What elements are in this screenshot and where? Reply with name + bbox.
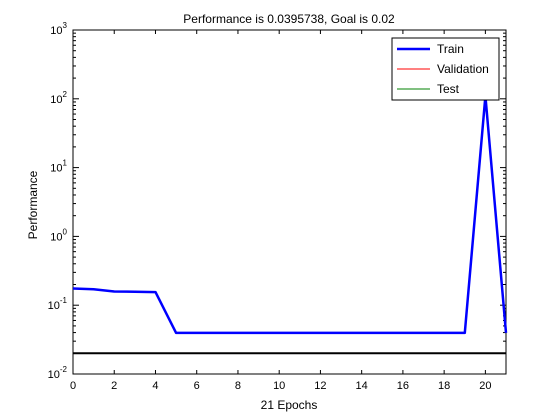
series-line-train	[72, 94, 508, 335]
x-tick-label: 20	[479, 380, 491, 392]
legend-label-validation: Validation	[437, 62, 489, 76]
y-tick-label: 101	[50, 159, 67, 175]
x-tick-label: 18	[438, 380, 450, 392]
y-tick-label: 102	[50, 90, 67, 106]
chart-title: Performance is 0.0395738, Goal is 0.02	[183, 12, 395, 26]
legend-label-test: Test	[437, 82, 460, 96]
y-tick-label: 10-1	[48, 296, 68, 312]
y-tick-label: 10-2	[48, 365, 68, 381]
x-tick-label: 8	[235, 380, 241, 392]
x-tick-label: 4	[152, 380, 158, 392]
legend: Train Validation Test	[391, 37, 500, 101]
x-tick-label: 6	[194, 380, 200, 392]
x-tick-label: 14	[356, 380, 368, 392]
x-tick-label: 10	[273, 380, 285, 392]
x-tick-label: 2	[111, 380, 117, 392]
x-tick-label: 16	[397, 380, 409, 392]
y-tick-label: 103	[50, 21, 67, 37]
y-axis-label: Performance	[26, 170, 40, 239]
legend-label-train: Train	[437, 42, 464, 56]
y-tick-label: 100	[50, 227, 67, 243]
x-tick-label: 12	[314, 380, 326, 392]
x-axis-label: 21 Epochs	[261, 398, 318, 412]
x-tick-label: 0	[70, 380, 76, 392]
